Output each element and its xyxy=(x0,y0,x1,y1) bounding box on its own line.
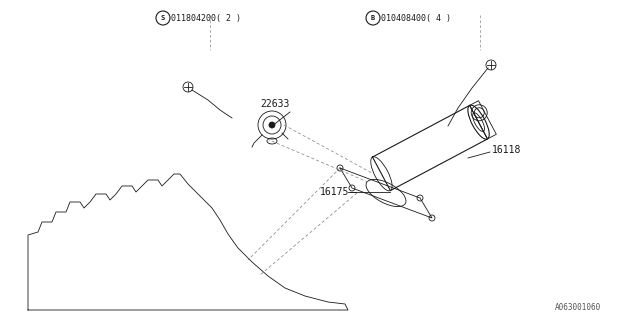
Text: 011804200( 2 ): 011804200( 2 ) xyxy=(171,13,241,22)
Text: 22633: 22633 xyxy=(260,99,289,109)
Text: 16118: 16118 xyxy=(492,145,522,155)
Circle shape xyxy=(269,122,275,128)
Text: S: S xyxy=(161,15,165,21)
Text: 010408400( 4 ): 010408400( 4 ) xyxy=(381,13,451,22)
Text: A063001060: A063001060 xyxy=(555,303,601,312)
Text: B: B xyxy=(371,15,375,21)
Text: 16175: 16175 xyxy=(320,187,349,197)
